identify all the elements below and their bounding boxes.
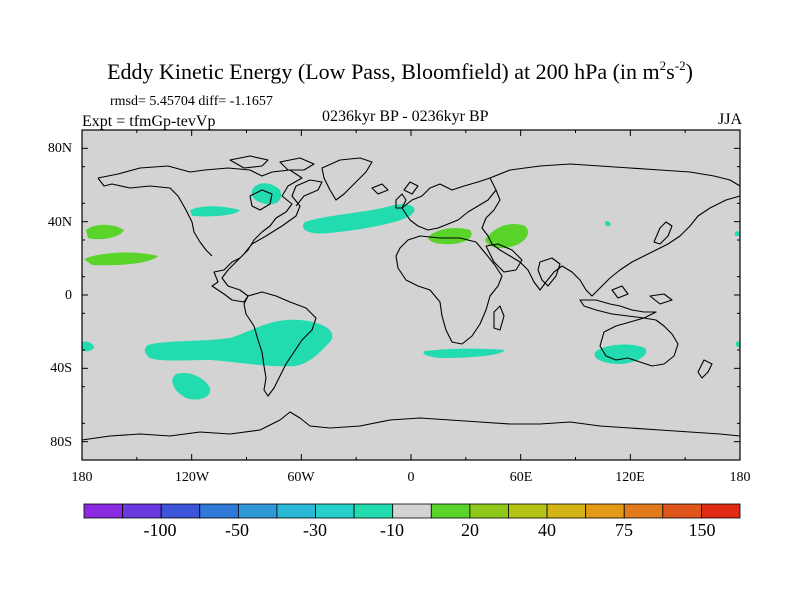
colorbar-swatch xyxy=(315,503,355,519)
coast-british-isles xyxy=(395,193,407,209)
y-tick-label: 0 xyxy=(65,288,72,303)
anomaly-east-edge-south xyxy=(736,341,740,348)
colorbar-swatch xyxy=(546,503,587,519)
coast-madagascar xyxy=(493,305,505,331)
colorbar-swatch xyxy=(353,503,394,519)
anomaly-mediterranean xyxy=(428,228,472,245)
x-tick-label: 0 xyxy=(407,470,415,485)
colorbar-label: -100 xyxy=(143,520,177,540)
colorbar-swatch xyxy=(701,503,741,519)
coast-iceland xyxy=(371,183,389,195)
x-tick-label: 120W xyxy=(174,470,210,485)
anomaly-hudson-bay-patch xyxy=(251,183,282,205)
tick-layer xyxy=(81,129,741,461)
coast-hudson-bay xyxy=(249,189,273,211)
colorbar-label: -30 xyxy=(303,520,327,540)
anomaly-north-atlantic-small xyxy=(190,206,240,217)
colorbar-swatch xyxy=(430,503,471,519)
colorbar xyxy=(83,503,741,519)
colorbar-swatch xyxy=(122,503,162,519)
coast-europe xyxy=(401,177,497,231)
x-tick-label: 60W xyxy=(287,470,315,485)
coast-india xyxy=(537,257,561,287)
coast-south-america xyxy=(243,291,317,397)
coast-antarctica xyxy=(81,411,741,441)
x-tick-label: 180 xyxy=(71,470,93,485)
title-sup-1: 2 xyxy=(659,58,667,73)
colorbar-swatch xyxy=(585,503,625,519)
anomaly-south-australia xyxy=(594,344,647,364)
y-tick-label: 40N xyxy=(47,215,72,230)
colorbar-swatch xyxy=(160,503,201,519)
title-end: ) xyxy=(685,59,693,84)
anomaly-east-pacific-edge xyxy=(82,341,94,352)
experiment-label: Expt = tfmGp-tevVp xyxy=(82,113,216,130)
coast-indonesia xyxy=(579,285,673,319)
coast-africa xyxy=(395,235,503,345)
coast-arabia xyxy=(485,243,523,273)
title-main: Eddy Kinetic Energy (Low Pass, Bloomfiel… xyxy=(107,59,660,84)
x-tick-label: 120E xyxy=(615,470,645,485)
anomaly-north-pacific-west xyxy=(86,224,124,240)
season-label: JJA xyxy=(717,111,742,128)
anomaly-subtropical-pacific xyxy=(84,252,158,266)
anomaly-middle-east xyxy=(485,223,528,248)
colorbar-swatch xyxy=(237,503,278,519)
coast-north-america xyxy=(97,165,323,303)
coast-greenland xyxy=(321,157,373,201)
x-tick-label: 60E xyxy=(509,470,533,485)
anomaly-south-pacific-south xyxy=(172,372,211,400)
y-tick-label: 80S xyxy=(50,435,72,450)
y-tick-label: 80N xyxy=(47,141,72,156)
colorbar-label: 40 xyxy=(538,520,556,540)
map-panel xyxy=(81,129,741,461)
period-label: 0236kyr BP - 0236kyr BP xyxy=(322,108,489,125)
coast-japan xyxy=(653,221,673,245)
colorbar-label: 75 xyxy=(615,520,633,540)
x-tick-label: 180 xyxy=(729,470,751,485)
title-sup-2: -2 xyxy=(674,58,686,73)
colorbar-label: 20 xyxy=(461,520,479,540)
colorbar-swatch xyxy=(623,503,664,519)
colorbar-swatch xyxy=(83,503,123,519)
colorbar-swatch xyxy=(392,503,432,519)
colorbar-swatch xyxy=(508,503,548,519)
coastline-layer xyxy=(81,155,741,441)
colorbar-swatch xyxy=(469,503,509,519)
colorbar-swatch xyxy=(199,503,239,519)
colorbar-label: 150 xyxy=(688,520,716,540)
figure-title: Eddy Kinetic Energy (Low Pass, Bloomfiel… xyxy=(0,58,800,85)
coast-asia xyxy=(481,163,741,297)
colorbar-swatch xyxy=(662,503,702,519)
anomaly-south-indian-ocean xyxy=(423,348,505,358)
coast-arctic-islands xyxy=(229,155,315,171)
colorbar-label: -10 xyxy=(380,520,404,540)
title-mid: s xyxy=(666,59,675,84)
anomaly-south-pacific-atlantic-band xyxy=(144,319,333,367)
colorbar-label: -50 xyxy=(225,520,249,540)
map-background xyxy=(82,130,740,460)
y-tick-label: 40S xyxy=(50,361,72,376)
stats-text: rmsd= 5.45704 diff= -1.1657 xyxy=(110,94,273,109)
colorbar-swatch xyxy=(276,503,316,519)
anomaly-north-atlantic-band xyxy=(302,204,415,234)
anomaly-red-sea-dot xyxy=(604,221,611,227)
coast-new-zealand xyxy=(697,359,713,379)
coast-australia xyxy=(599,317,679,367)
anomaly-layer xyxy=(82,183,740,400)
anomaly-east-edge-north xyxy=(735,231,740,236)
